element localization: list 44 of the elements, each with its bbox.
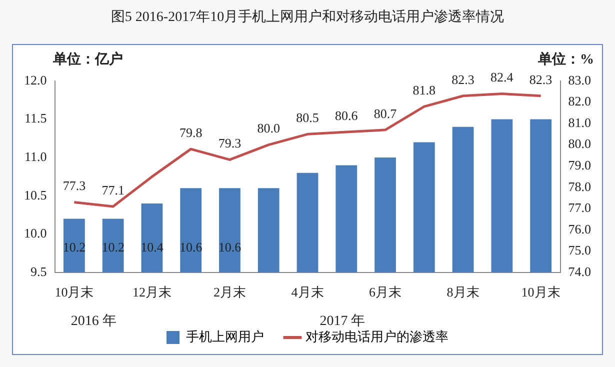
y2-tick-label: 82.0 <box>568 94 591 109</box>
y-tick-label: 11.0 <box>24 148 47 164</box>
x-tick-label: 12月末 <box>132 284 172 300</box>
text: 2017 年 <box>320 313 366 330</box>
x-tick-label: 10月末 <box>521 284 560 300</box>
data-label: 80.5 <box>296 110 319 126</box>
x-tick-label: 6月末 <box>369 284 402 300</box>
data-label: 81.8 <box>412 82 436 98</box>
data-label: 77.1 <box>102 182 124 198</box>
x-tick-label: 4月末 <box>291 284 324 300</box>
y-tick-label: 12.0 <box>24 72 47 88</box>
data-label: 82.3 <box>452 72 474 87</box>
y2-tick-label: 81.0 <box>568 114 591 130</box>
legend-label: 对移动电话用户的渗透率 <box>306 328 448 344</box>
x-tick-label: 10月末 <box>54 284 94 300</box>
chart-title: 图5 2016-2017年10月手机上网用户和对移动电话用户渗透率情况 <box>110 8 506 26</box>
y2-tick-label: 77.0 <box>568 200 591 216</box>
data-label: 82.3 <box>529 72 552 87</box>
data-label: 82.4 <box>490 70 514 85</box>
data-label: 80.7 <box>374 106 398 121</box>
y-tick-label: 10.0 <box>24 226 47 241</box>
data-label: 77.3 <box>62 178 86 194</box>
y2-tick-label: 75.0 <box>568 242 591 258</box>
y2-tick-label: 74.0 <box>568 264 591 279</box>
data-label: 80.6 <box>335 108 358 123</box>
y-tick-label: 10.5 <box>24 187 47 202</box>
y2-tick-label: 80.0 <box>568 136 591 152</box>
y2-tick-label: 78.0 <box>568 178 591 194</box>
y2-tick-label: 76.0 <box>568 221 591 236</box>
text: 2016 年 <box>70 313 116 330</box>
data-label: 10.2 <box>62 239 86 254</box>
data-label: 80.0 <box>257 120 280 136</box>
data-label: 79.3 <box>218 136 242 151</box>
text: 单位：亿户 <box>52 50 123 68</box>
data-label: 10.2 <box>102 239 124 254</box>
y2-tick-label: 79.0 <box>568 157 591 172</box>
y-tick-label: 9.5 <box>30 264 47 279</box>
data-label: 79.8 <box>179 124 202 140</box>
x-tick-label: 8月末 <box>446 284 480 300</box>
text: 单位：% <box>537 52 594 68</box>
y2-tick-label: 83.0 <box>568 72 591 88</box>
x-tick-label: 2月末 <box>213 284 246 300</box>
legend-label: 手机上网用户 <box>186 328 264 344</box>
y-tick-label: 11.5 <box>24 110 47 126</box>
